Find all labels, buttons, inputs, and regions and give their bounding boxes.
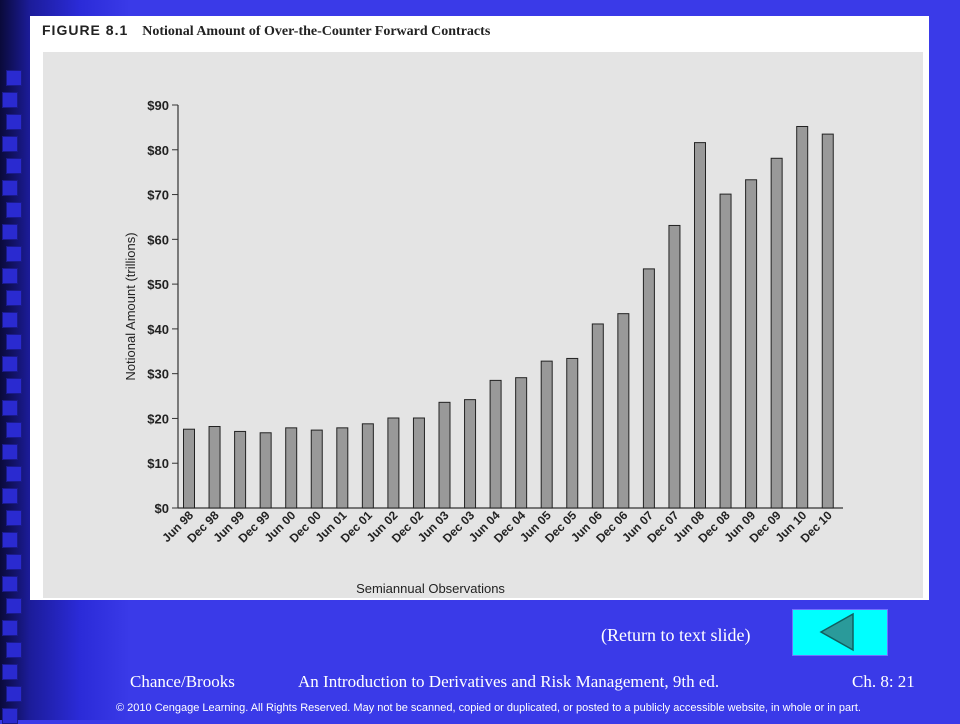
bar [361, 423, 374, 509]
deco-square [6, 114, 22, 130]
bar [387, 417, 400, 509]
y-axis-label: Notional Amount (trillions) [123, 232, 138, 380]
deco-square [2, 664, 18, 680]
bar [617, 313, 630, 509]
deco-square [2, 224, 18, 240]
bar [438, 401, 451, 509]
deco-square [2, 136, 18, 152]
bar [234, 430, 247, 509]
bar [668, 224, 681, 509]
bar [208, 426, 221, 509]
footer-book: An Introduction to Derivatives and Risk … [298, 672, 720, 691]
left-triangle-icon [819, 612, 854, 652]
deco-square [2, 444, 18, 460]
deco-square [6, 378, 22, 394]
bar [310, 429, 323, 509]
bar [821, 133, 834, 509]
bar [719, 193, 732, 509]
y-tick-label: $50 [147, 277, 169, 292]
decorative-squares [0, 0, 30, 724]
deco-square [6, 246, 22, 262]
footer-authors: Chance/Brooks [130, 672, 235, 691]
deco-square [2, 92, 18, 108]
deco-square [2, 576, 18, 592]
deco-square [2, 400, 18, 416]
y-tick-label: $10 [147, 456, 169, 471]
deco-square [6, 510, 22, 526]
y-tick-label: $20 [147, 411, 169, 426]
bar [183, 428, 195, 509]
deco-square [2, 708, 18, 724]
deco-square [6, 466, 22, 482]
bar [515, 377, 528, 509]
deco-square [6, 158, 22, 174]
deco-square [2, 180, 18, 196]
bar [259, 432, 272, 509]
bar [540, 360, 553, 509]
bar [412, 417, 425, 509]
y-tick-label: $30 [147, 367, 169, 382]
footer-chapter: Ch. 8: 21 [852, 672, 915, 691]
deco-square [6, 642, 22, 658]
deco-square [6, 334, 22, 350]
deco-square [6, 70, 22, 86]
y-tick-label: $90 [147, 98, 169, 113]
y-tick-label: $60 [147, 232, 169, 247]
bar [464, 399, 477, 509]
deco-square [6, 598, 22, 614]
return-button[interactable] [792, 609, 888, 656]
y-tick-label: $40 [147, 322, 169, 337]
y-tick-label: $0 [155, 501, 169, 516]
deco-square [6, 554, 22, 570]
bar [489, 379, 502, 509]
deco-square [6, 202, 22, 218]
y-tick-label: $80 [147, 143, 169, 158]
bar [591, 323, 604, 509]
bar-chart: $0 $10 $20 $30 $40 $50 $60 $70 $80 $90 Notional Am… [123, 98, 843, 596]
deco-square [6, 686, 22, 702]
return-link[interactable]: (Return to text slide) [601, 625, 751, 645]
bar [694, 142, 706, 509]
deco-square [2, 312, 18, 328]
figure-panel: FIGURE 8.1 Notional Amount of Over-the-Co… [30, 16, 929, 600]
deco-square [2, 488, 18, 504]
figure-title-text: Notional Amount of Over-the-Counter Forw… [142, 24, 491, 39]
x-axis-label: Semiannual Observations [356, 581, 505, 596]
copyright-notice: © 2010 Cengage Learning. All Rights Rese… [116, 702, 861, 714]
deco-square [2, 532, 18, 548]
deco-square [6, 422, 22, 438]
bar [285, 427, 298, 509]
bar [566, 357, 579, 509]
deco-square [2, 620, 18, 636]
deco-square [6, 290, 22, 306]
bar [745, 179, 758, 509]
bar [770, 157, 783, 509]
deco-square [2, 356, 18, 372]
figure-number: FIGURE 8.1 [42, 22, 129, 38]
deco-square [2, 268, 18, 284]
y-tick-label: $70 [147, 188, 169, 203]
bar [796, 125, 809, 509]
bar [336, 427, 349, 509]
bar [642, 268, 655, 509]
figure-title: FIGURE 8.1 Notional Amount of Over-the-Co… [42, 22, 490, 40]
chart-area: $0 $10 $20 $30 $40 $50 $60 $70 $80 $90 Notional Am… [43, 52, 923, 598]
